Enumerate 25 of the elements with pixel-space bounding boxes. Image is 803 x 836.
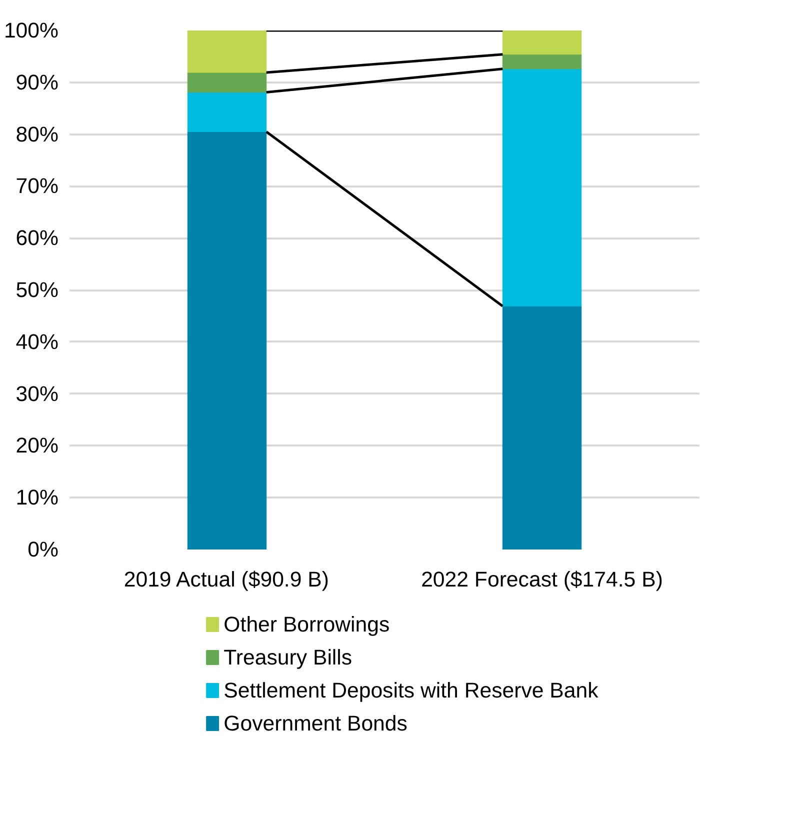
- y-tick-label: 70%: [16, 174, 59, 198]
- y-tick-label: 50%: [16, 278, 59, 302]
- bar: [502, 54, 582, 70]
- y-tick-label: 0%: [28, 538, 59, 562]
- bar: [187, 72, 267, 93]
- y-tick-label: 80%: [16, 122, 59, 146]
- y-tick-label: 20%: [16, 434, 59, 458]
- bar: [502, 30, 582, 55]
- y-tick-label: 60%: [16, 226, 59, 250]
- legend-label: Settlement Deposits with Reserve Bank: [224, 678, 599, 702]
- legend-label: Government Bonds: [224, 712, 408, 736]
- x-tick-label: 2022 Forecast ($174.5 B): [421, 568, 663, 592]
- legend-label: Treasury Bills: [224, 646, 352, 670]
- bar: [187, 131, 267, 550]
- bar: [187, 92, 267, 132]
- legend-label: Other Borrowings: [224, 612, 390, 636]
- y-tick-label: 40%: [16, 330, 59, 354]
- y-tick-label: 100%: [4, 18, 59, 42]
- y-tick-label: 90%: [16, 70, 59, 94]
- bar: [502, 68, 582, 306]
- y-tick-label: 30%: [16, 382, 59, 406]
- y-tick-label: 10%: [16, 486, 59, 510]
- x-tick-label: 2019 Actual ($90.9 B): [124, 568, 329, 592]
- bar: [502, 306, 582, 550]
- bar: [187, 30, 267, 73]
